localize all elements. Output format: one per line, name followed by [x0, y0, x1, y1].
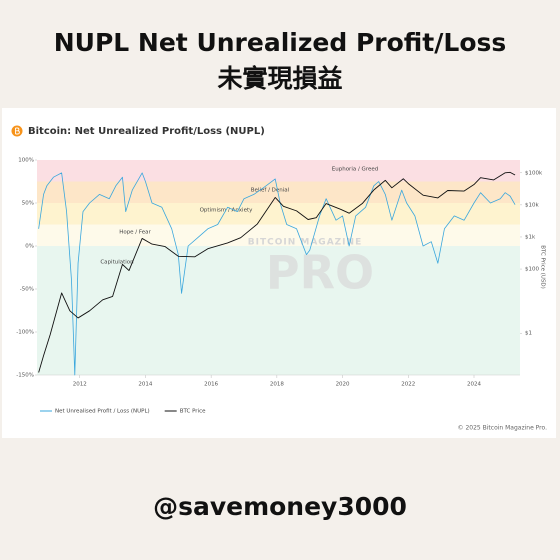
- zone-band: [37, 203, 520, 225]
- chart-title: Bitcoin: Net Unrealized Profit/Loss (NUP…: [28, 126, 265, 137]
- y2-tick-label: $1: [525, 331, 532, 337]
- zone-label: Euphoria / Greed: [332, 167, 378, 173]
- y2-tick-label: $10k: [525, 202, 539, 208]
- poster-subtitle: 未實現損益: [217, 64, 342, 93]
- y-tick-label: 100%: [18, 158, 34, 164]
- y-tick-label: -100%: [16, 330, 34, 336]
- zone-band: [37, 160, 520, 182]
- zone-label: Capitulation: [100, 260, 134, 266]
- x-tick-label: 2016: [204, 382, 218, 388]
- zone-label: Belief / Denial: [251, 188, 290, 194]
- zone-label: Optimism / Anxiety: [200, 208, 254, 214]
- series-line: [38, 172, 516, 376]
- y-tick-label: -50%: [20, 287, 34, 293]
- x-tick-label: 2022: [401, 382, 415, 388]
- x-tick-label: 2024: [467, 382, 481, 388]
- y2-tick-label: $100: [525, 267, 539, 273]
- y2-tick-label: $1k: [525, 234, 536, 240]
- x-tick-label: 2018: [270, 382, 284, 388]
- zone-band: [37, 246, 520, 375]
- y2-tick-label: $100k: [525, 170, 543, 176]
- x-tick-label: 2014: [138, 382, 152, 388]
- y2-axis-title: BTC Price (USD): [540, 245, 546, 289]
- handle: @savemoney3000: [153, 492, 407, 521]
- x-tick-label: 2020: [336, 382, 350, 388]
- watermark-large: PRO: [266, 246, 374, 300]
- bitcoin-glyph: [15, 127, 20, 135]
- zone-label: Hope / Fear: [119, 230, 151, 236]
- legend-label: Net Unrealised Profit / Loss (NUPL): [55, 409, 150, 415]
- legend-label: BTC Price: [180, 409, 206, 415]
- watermark-small: BITCOIN MAGAZINE: [248, 238, 362, 248]
- y-tick-label: 50%: [22, 201, 34, 207]
- x-tick-label: 2012: [73, 382, 87, 388]
- y-tick-label: 0%: [25, 244, 34, 250]
- zone-band: [37, 224, 520, 246]
- poster-title: NUPL Net Unrealized Profit/Loss: [54, 28, 507, 57]
- y-tick-label: -150%: [16, 373, 34, 379]
- copyright: © 2025 Bitcoin Magazine Pro.: [458, 425, 548, 432]
- series-line: [38, 171, 516, 373]
